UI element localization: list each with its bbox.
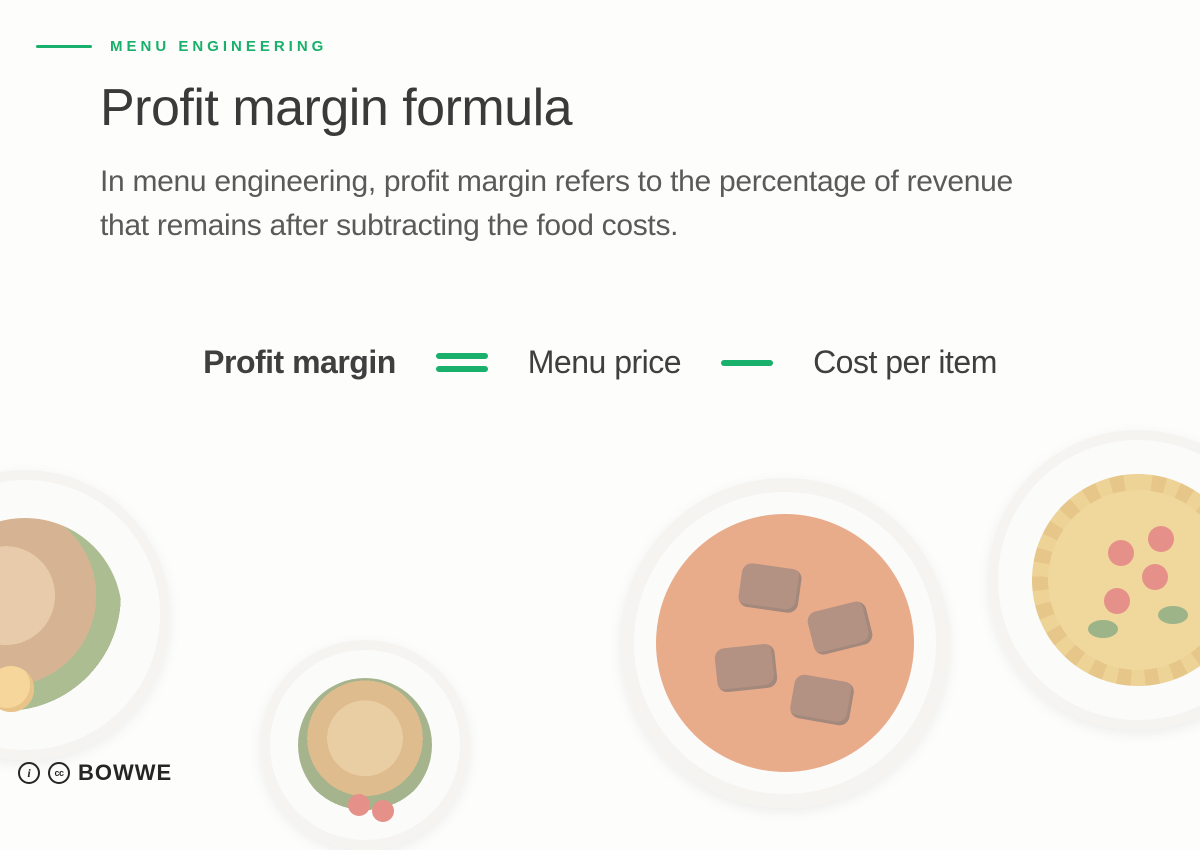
- page-title: Profit margin formula: [100, 78, 572, 138]
- equals-icon: [436, 353, 488, 372]
- formula-lhs: Profit margin: [203, 344, 396, 381]
- food-plate-illustration: [988, 430, 1200, 730]
- formula-term-cost-per-item: Cost per item: [813, 344, 997, 381]
- page-subtitle: In menu engineering, profit margin refer…: [100, 160, 1060, 247]
- minus-icon: [721, 360, 773, 366]
- food-plate-illustration: [0, 470, 170, 760]
- formula-row: Profit margin Menu price Cost per item: [0, 344, 1200, 381]
- eyebrow-accent-line: [36, 45, 92, 48]
- equals-bar-top: [436, 353, 488, 359]
- credits-row: i cc BOWWE: [18, 760, 172, 786]
- eyebrow-label: MENU ENGINEERING: [110, 38, 327, 55]
- attribution-icon: i: [18, 762, 40, 784]
- cc-license-icon: cc: [48, 762, 70, 784]
- brand-wordmark: BOWWE: [78, 760, 172, 786]
- eyebrow: MENU ENGINEERING: [36, 38, 327, 55]
- food-plate-illustration: [620, 478, 950, 808]
- formula-term-menu-price: Menu price: [528, 344, 681, 381]
- equals-bar-bottom: [436, 366, 488, 372]
- minus-bar: [721, 360, 773, 366]
- food-plate-illustration: [260, 640, 470, 850]
